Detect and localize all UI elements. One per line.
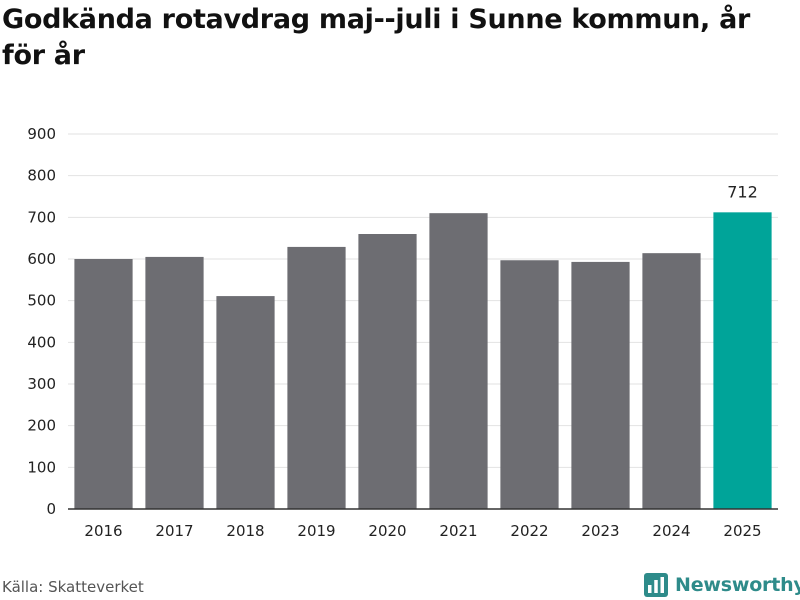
chart-title: Godkända rotavdrag maj--juli i Sunne kom… — [2, 4, 751, 71]
y-tick-label: 100 — [27, 458, 56, 476]
x-tick-label: 2016 — [84, 522, 122, 540]
x-tick-label: 2020 — [368, 522, 406, 540]
y-tick-label: 700 — [27, 208, 56, 226]
x-tick-label: 2024 — [652, 522, 690, 540]
data-label: 712 — [727, 182, 758, 201]
bar-2017 — [145, 256, 204, 509]
bar-2025 — [713, 212, 772, 510]
x-tick-label: 2017 — [155, 522, 193, 540]
y-tick-label: 0 — [46, 500, 56, 518]
y-tick-label: 500 — [27, 292, 56, 310]
source-note: Källa: Skatteverket — [2, 578, 144, 596]
bar-chart-logo-icon — [644, 573, 668, 597]
bar-2018 — [216, 296, 275, 509]
bar-2021 — [429, 213, 488, 509]
y-tick-label: 900 — [27, 125, 56, 143]
bar-2022 — [500, 260, 559, 509]
x-tick-label: 2023 — [581, 522, 619, 540]
x-tick-label: 2022 — [510, 522, 548, 540]
bar-2020 — [358, 234, 417, 509]
bars — [74, 212, 772, 510]
bar-2023 — [571, 261, 630, 509]
y-tick-label: 800 — [27, 167, 56, 185]
x-tick-label: 2025 — [723, 522, 761, 540]
x-tick-label: 2021 — [439, 522, 477, 540]
bar-2024 — [642, 253, 701, 509]
data-labels: 712 — [727, 182, 758, 201]
bar-2019 — [287, 246, 346, 509]
x-tick-label: 2018 — [226, 522, 264, 540]
bar-2016 — [74, 259, 133, 509]
y-axis-labels: 0 100 200 300 400 500 600 700 800 900 — [27, 125, 56, 518]
brand-name: Newsworthy — [675, 574, 800, 596]
x-axis-labels: 2016 2017 2018 2019 2020 2021 2022 2023 2024 2025 — [84, 522, 761, 540]
brand-logo-link[interactable]: Newsworthy — [644, 570, 800, 600]
x-tick-label: 2019 — [297, 522, 335, 540]
y-tick-label: 300 — [27, 375, 56, 393]
y-tick-label: 400 — [27, 333, 56, 351]
y-tick-label: 600 — [27, 250, 56, 268]
y-tick-label: 200 — [27, 417, 56, 435]
